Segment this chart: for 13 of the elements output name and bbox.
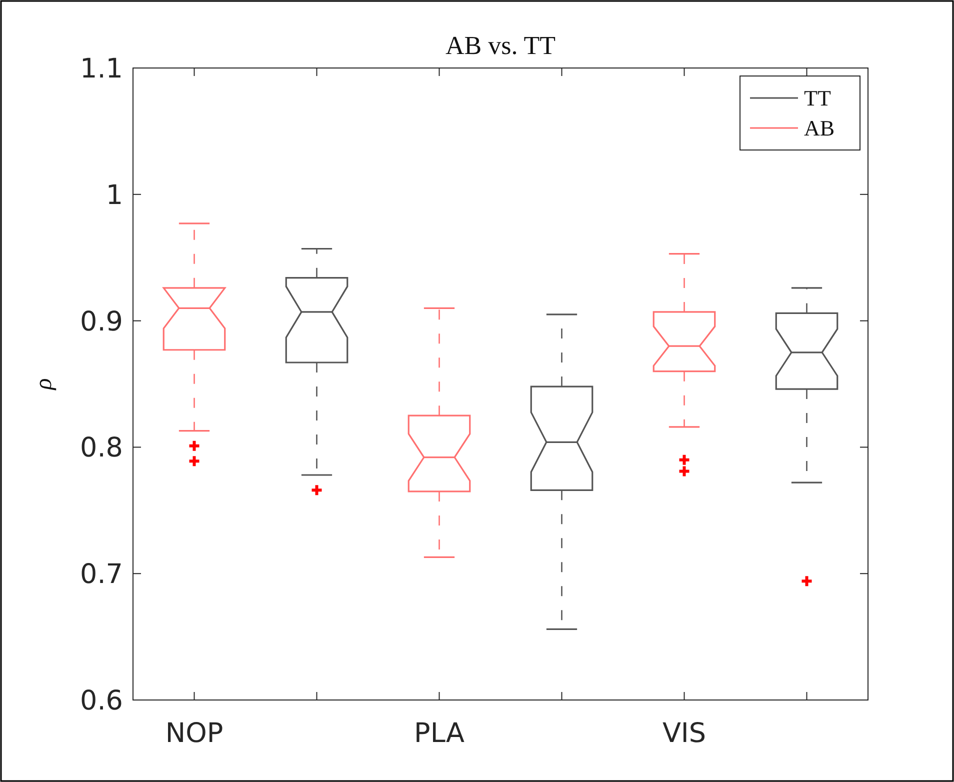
- y-tick-label: 1.1: [80, 53, 123, 84]
- y-axis-title: ρ: [31, 378, 57, 391]
- chart-title: AB vs. TT: [445, 31, 556, 60]
- x-tick-label: VIS: [662, 718, 706, 749]
- y-tick-label: 1: [106, 180, 123, 211]
- legend-label: AB: [804, 116, 835, 141]
- x-tick-label: NOP: [165, 718, 224, 749]
- y-tick-label: 0.9: [80, 306, 123, 338]
- x-tick-label: PLA: [414, 718, 465, 749]
- legend-label: TT: [804, 86, 832, 111]
- y-tick-label: 0.7: [80, 559, 123, 590]
- y-tick-label: 0.8: [80, 432, 123, 464]
- y-tick-label: 0.6: [80, 685, 123, 716]
